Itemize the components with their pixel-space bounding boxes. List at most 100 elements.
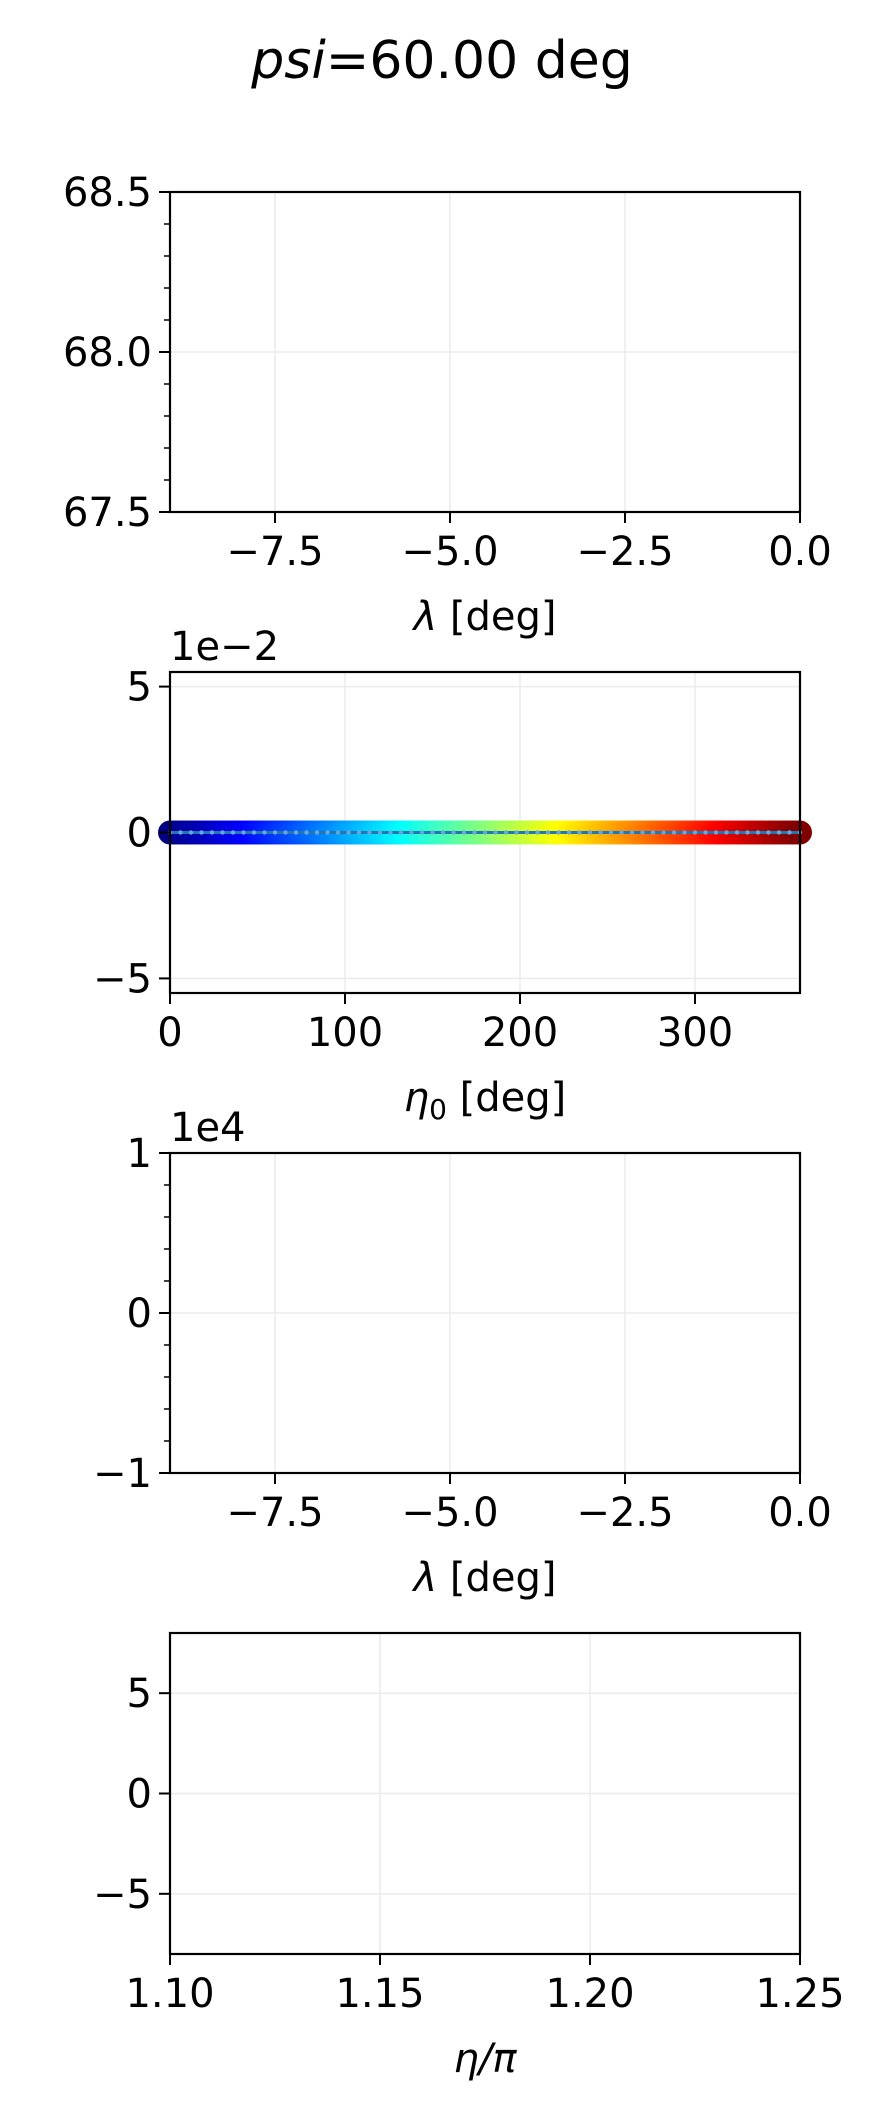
x-tick-label: −5.0 bbox=[401, 1490, 498, 1536]
series-marker bbox=[608, 830, 614, 835]
y-tick-label: 68.0 bbox=[63, 330, 152, 376]
x-tick-label: 1.15 bbox=[335, 1971, 424, 2017]
x-tick-label: 1.20 bbox=[545, 1971, 634, 2017]
series-marker bbox=[556, 830, 561, 835]
series-marker bbox=[209, 830, 215, 835]
x-axis-label-unit: [deg] bbox=[437, 1555, 556, 1601]
series-marker bbox=[346, 830, 351, 835]
series-marker bbox=[671, 830, 677, 835]
x-tick-label: −2.5 bbox=[576, 529, 673, 575]
figure-title-variable: psi bbox=[250, 31, 326, 91]
series-marker bbox=[178, 830, 183, 835]
x-tick-label: −7.5 bbox=[226, 529, 323, 575]
series-marker bbox=[283, 830, 288, 835]
x-tick-label: 0 bbox=[157, 1010, 182, 1056]
series-marker bbox=[766, 830, 771, 835]
series-marker bbox=[619, 830, 624, 835]
subplot-1: −7.5 −5.0 −2.5 0.0 67.5 68.0 68.5 λ [deg] bbox=[63, 170, 832, 640]
series-marker bbox=[734, 830, 740, 835]
y-tick-label: −5 bbox=[93, 956, 152, 1002]
x-tick-label: 1.25 bbox=[755, 1971, 844, 2017]
y-tick-label: 68.5 bbox=[63, 170, 152, 216]
series-marker bbox=[493, 830, 498, 835]
axis-offset-label: 1e−2 bbox=[170, 624, 279, 670]
y-tick-label: −5 bbox=[93, 1872, 152, 1918]
series-marker bbox=[640, 830, 645, 835]
x-axis-label: η0 [deg] bbox=[404, 1075, 567, 1126]
series-marker bbox=[724, 830, 729, 835]
x-axis-label-subscript: 0 bbox=[429, 1093, 447, 1126]
x-axis-label: λ [deg] bbox=[412, 594, 557, 640]
series-marker bbox=[461, 830, 467, 835]
series-marker bbox=[650, 830, 656, 835]
y-tick-label: 5 bbox=[127, 1671, 152, 1717]
series-marker bbox=[430, 830, 435, 835]
series-marker bbox=[661, 830, 666, 835]
x-tick-label: 100 bbox=[307, 1010, 383, 1056]
series-marker bbox=[409, 830, 414, 835]
y-tick-label: 67.5 bbox=[63, 490, 152, 536]
x-axis-label-symbol: λ bbox=[412, 594, 438, 640]
series-marker bbox=[188, 830, 194, 835]
subplot-3: −7.5 −5.0 −2.5 0.0 −1 0 1 1e4 λ [deg] bbox=[93, 1105, 832, 1601]
x-tick-label: 1.10 bbox=[125, 1971, 214, 2017]
series-marker bbox=[566, 830, 572, 835]
x-tick-label: 300 bbox=[657, 1010, 733, 1056]
subplot-4: 1.10 1.15 1.20 1.25 −5 0 5 η/π bbox=[93, 1631, 845, 2082]
series-marker bbox=[587, 830, 593, 835]
x-tick-label: 0.0 bbox=[768, 529, 832, 575]
series-marker bbox=[682, 830, 687, 835]
series-marker bbox=[787, 830, 792, 835]
series-marker bbox=[535, 830, 540, 835]
series-marker bbox=[745, 830, 750, 835]
series-marker bbox=[419, 830, 425, 835]
series-marker bbox=[314, 830, 320, 835]
x-axis-label-symbol: η bbox=[404, 1075, 429, 1121]
y-tick-label: −1 bbox=[93, 1451, 152, 1497]
series-marker bbox=[335, 830, 341, 835]
series-marker bbox=[629, 830, 635, 835]
series-marker bbox=[304, 830, 309, 835]
subplots: −7.5 −5.0 −2.5 0.067.568.068.5λ [deg]0 100 20… bbox=[63, 170, 845, 2082]
y-tick-label: 0 bbox=[127, 1772, 152, 1818]
x-axis-label: η/π bbox=[454, 2036, 518, 2082]
series-marker bbox=[503, 830, 509, 835]
series-marker bbox=[692, 830, 698, 835]
series-marker bbox=[367, 830, 372, 835]
series-marker bbox=[398, 830, 404, 835]
series-marker bbox=[451, 830, 456, 835]
series-marker bbox=[472, 830, 477, 835]
series-marker bbox=[482, 830, 488, 835]
figure-title-value: =60.00 deg bbox=[326, 31, 633, 91]
x-axis-label-unit: [deg] bbox=[437, 594, 556, 640]
y-tick-label: 5 bbox=[127, 665, 152, 711]
series-marker bbox=[230, 830, 236, 835]
series-marker bbox=[776, 830, 782, 835]
series-marker bbox=[755, 830, 761, 835]
x-tick-label: −7.5 bbox=[226, 1490, 323, 1536]
y-tick-label: 0 bbox=[127, 1291, 152, 1337]
series-marker bbox=[293, 830, 299, 835]
y-tick-label: 1 bbox=[127, 1131, 152, 1177]
series-marker bbox=[545, 830, 551, 835]
series-marker bbox=[577, 830, 582, 835]
series-marker bbox=[377, 830, 383, 835]
x-tick-label: −2.5 bbox=[576, 1490, 673, 1536]
x-axis-label: λ [deg] bbox=[412, 1555, 557, 1601]
series-marker bbox=[262, 830, 267, 835]
series-marker bbox=[251, 830, 257, 835]
series-marker bbox=[199, 830, 204, 835]
x-tick-label: 0.0 bbox=[768, 1490, 832, 1536]
x-axis-label-unit: [deg] bbox=[447, 1075, 566, 1121]
series-marker bbox=[272, 830, 278, 835]
axis-offset-label: 1e4 bbox=[170, 1105, 246, 1151]
series-marker bbox=[713, 830, 719, 835]
x-tick-label: −5.0 bbox=[401, 529, 498, 575]
series-marker bbox=[514, 830, 519, 835]
x-axis-label-symbol: η/π bbox=[454, 2036, 518, 2082]
figure-title: psi=60.00 deg bbox=[250, 31, 633, 91]
x-axis-label-symbol: λ bbox=[412, 1555, 438, 1601]
y-tick-label: 0 bbox=[127, 811, 152, 857]
